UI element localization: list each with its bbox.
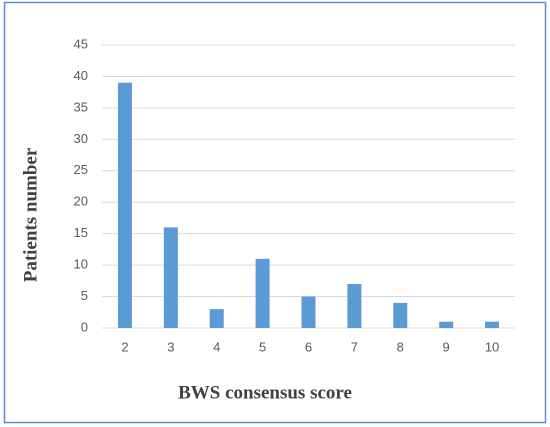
x-tick-label: 2 xyxy=(121,339,128,354)
y-tick-label: 25 xyxy=(74,162,88,177)
x-tick-label: 8 xyxy=(397,339,404,354)
y-tick-label: 20 xyxy=(74,194,88,209)
x-tick-label: 4 xyxy=(213,339,220,354)
bar xyxy=(163,227,178,328)
y-tick-label: 5 xyxy=(81,288,88,303)
bar xyxy=(439,321,454,328)
bar xyxy=(255,258,270,328)
chart-frame xyxy=(3,1,547,424)
y-tick-label: 10 xyxy=(74,257,88,272)
y-axis-title: Patients number xyxy=(20,147,41,282)
bar xyxy=(209,309,224,328)
x-tick-label: 3 xyxy=(167,339,174,354)
x-tick-label: 5 xyxy=(259,339,266,354)
x-tick-label: 10 xyxy=(485,339,499,354)
bar xyxy=(301,296,316,328)
y-tick-label: 40 xyxy=(74,68,88,83)
x-tick-label: 9 xyxy=(443,339,450,354)
y-tick-label: 15 xyxy=(74,225,88,240)
y-tick-label: 45 xyxy=(74,36,88,51)
y-tick-label: 35 xyxy=(74,99,88,114)
bar xyxy=(485,321,500,328)
x-axis-title: BWS consensus score xyxy=(178,382,352,403)
bar xyxy=(117,82,132,328)
x-tick-label: 6 xyxy=(305,339,312,354)
y-tick-label: 0 xyxy=(81,319,88,334)
x-tick-label: 7 xyxy=(351,339,358,354)
y-tick-label: 30 xyxy=(74,131,88,146)
bar xyxy=(347,283,362,328)
bar xyxy=(393,302,408,328)
